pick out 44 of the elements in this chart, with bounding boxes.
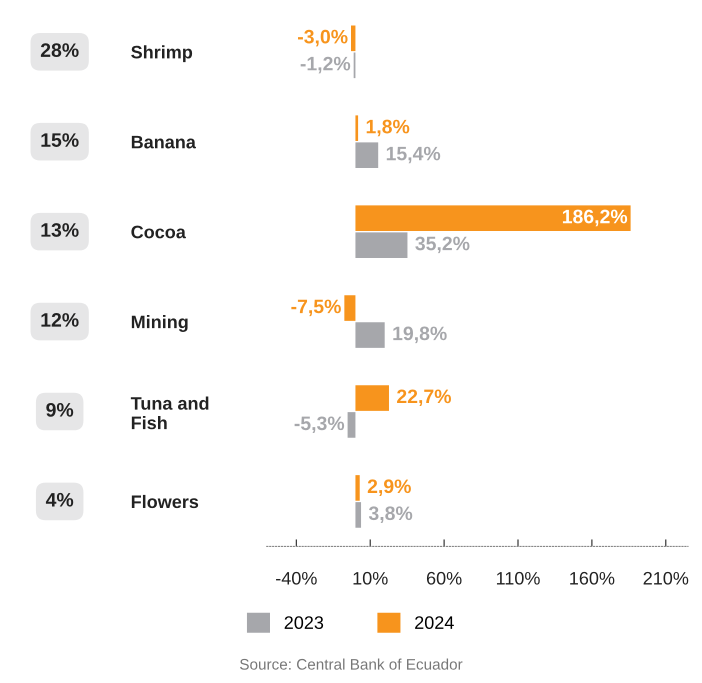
x-tick-label: 10%	[354, 572, 388, 585]
text: 13%	[41, 223, 79, 237]
y-tick-label: Flowers	[132, 494, 198, 508]
x-tick-label: -40%	[276, 572, 317, 585]
y-tick-label: Mining	[132, 315, 188, 332]
data-label: 22,7%	[397, 389, 451, 406]
source-note: Source: Central Bank of Ecuador	[240, 658, 462, 670]
x-tick-label: 110%	[496, 572, 540, 585]
data-label: 186,2%	[562, 210, 628, 226]
text: 12%	[41, 313, 79, 327]
y-tick-label: Shrimp	[131, 45, 192, 62]
data-label: 1,8%	[366, 120, 410, 136]
bar	[355, 322, 385, 348]
text: 4%	[46, 492, 74, 507]
data-label: 35,2%	[415, 236, 470, 254]
data-label: 2,9%	[368, 479, 411, 496]
legend-label: 2023	[284, 616, 324, 630]
data-label: -3,0%	[298, 30, 348, 46]
bar	[355, 502, 362, 528]
bar	[355, 205, 631, 231]
bar	[355, 385, 389, 411]
data-label: -1,2%	[300, 56, 350, 74]
data-label: -7,5%	[291, 300, 341, 316]
data-label: 3,8%	[368, 506, 412, 523]
bar	[348, 412, 356, 438]
y-tick-label: Tuna and Fish	[130, 396, 208, 430]
y-tick-label: Cocoa	[131, 226, 186, 238]
bar	[351, 25, 356, 52]
bar	[355, 475, 360, 501]
data-label: 19,8%	[393, 326, 447, 344]
bar	[355, 142, 378, 168]
bar	[355, 232, 408, 258]
x-tick-label: 160%	[570, 572, 614, 585]
text: 9%	[46, 402, 74, 417]
data-label: 15,4%	[386, 146, 440, 164]
text: 28%	[40, 43, 79, 58]
bar	[355, 115, 358, 142]
bar	[344, 295, 356, 321]
x-tick-label: 60%	[426, 572, 462, 585]
x-tick-label: 210%	[644, 572, 688, 585]
text: 15%	[41, 133, 79, 147]
y-tick-label: Banana	[132, 136, 196, 148]
data-label: -5,3%	[294, 416, 344, 434]
legend-label: 2024	[415, 616, 454, 630]
